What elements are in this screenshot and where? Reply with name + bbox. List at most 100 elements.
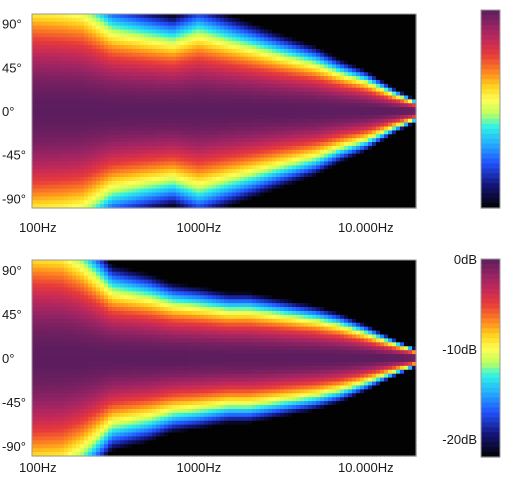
heatmap-cell [180, 169, 185, 174]
heatmap-cell [328, 87, 333, 93]
heatmap-cell [184, 68, 189, 73]
heatmap-cell [192, 87, 197, 93]
heatmap-cell [364, 145, 369, 151]
heatmap-cell [364, 99, 369, 104]
heatmap-cell [96, 83, 101, 89]
heatmap-cell [100, 111, 105, 116]
heatmap-cell [380, 118, 385, 124]
heatmap-cell [32, 72, 37, 77]
heatmap-cell [320, 188, 325, 194]
heatmap-cell [220, 103, 225, 108]
heatmap-cell [52, 161, 57, 166]
heatmap-cell [88, 95, 93, 100]
heatmap-cell [84, 161, 89, 166]
heatmap-cell [336, 41, 341, 46]
heatmap-cell [316, 99, 321, 104]
heatmap-cell [48, 68, 53, 73]
heatmap-cell [92, 68, 97, 73]
heatmap-cell [196, 91, 201, 97]
heatmap-cell [100, 149, 105, 155]
heatmap-cell [324, 91, 329, 97]
heatmap-cell [276, 72, 281, 77]
heatmap-cell [388, 60, 393, 66]
heatmap-cell [220, 165, 225, 170]
heatmap-cell [44, 180, 49, 186]
heatmap-cell [188, 126, 193, 131]
heatmap-cell [80, 95, 85, 100]
heatmap-cell [280, 87, 285, 93]
heatmap-cell [104, 114, 109, 120]
heatmap-cell [152, 107, 157, 112]
heatmap-cell [108, 111, 113, 116]
heatmap-cell [348, 103, 353, 108]
heatmap-cell [200, 180, 205, 186]
heatmap-cell [160, 25, 165, 31]
heatmap-cell [220, 87, 225, 93]
heatmap-cell [88, 130, 93, 135]
heatmap-cell [336, 95, 341, 100]
heatmap-cell [220, 176, 225, 182]
heatmap-cell [372, 14, 377, 19]
heatmap-cell [108, 184, 113, 190]
heatmap-cell [288, 64, 293, 69]
heatmap-cell [292, 176, 297, 182]
heatmap-cell [68, 180, 73, 186]
heatmap-cell [360, 111, 365, 116]
heatmap-cell [216, 48, 221, 54]
heatmap-cell [304, 130, 309, 135]
heatmap-cell [176, 184, 181, 190]
heatmap-cell [288, 142, 293, 147]
heatmap-cell [88, 107, 93, 112]
heatmap-cell [276, 29, 281, 34]
heatmap-cell [240, 41, 245, 46]
heatmap-cell [208, 145, 213, 151]
heatmap-cell [200, 165, 205, 170]
heatmap-cell [268, 184, 273, 190]
heatmap-cell [124, 122, 129, 128]
heatmap-cell [352, 130, 357, 135]
heatmap-cell [56, 204, 61, 209]
heatmap-cell [396, 142, 401, 147]
heatmap-cell [280, 72, 285, 77]
heatmap-cell [284, 99, 289, 104]
heatmap-cell [160, 157, 165, 163]
heatmap-cell [296, 138, 301, 143]
heatmap-cell [68, 161, 73, 166]
heatmap-cell [116, 103, 121, 108]
heatmap-cell [60, 126, 65, 131]
heatmap-cell [400, 142, 405, 147]
heatmap-cell [92, 48, 97, 54]
heatmap-cell [388, 169, 393, 174]
heatmap-cell [220, 142, 225, 147]
heatmap-cell [212, 107, 217, 112]
heatmap-cell [160, 48, 165, 54]
heatmap-cell [32, 14, 37, 19]
heatmap-cell [88, 103, 93, 108]
heatmap-cell [40, 389, 45, 394]
heatmap-cell [340, 145, 345, 151]
heatmap-cell [184, 91, 189, 97]
heatmap-cell [72, 176, 77, 182]
heatmap-cell [372, 138, 377, 143]
x-tick-label: 100Hz [19, 220, 57, 235]
heatmap-cell [172, 192, 177, 197]
heatmap-cell [32, 118, 37, 124]
heatmap-cell [344, 17, 349, 23]
heatmap-cell [220, 56, 225, 62]
heatmap-cell [304, 134, 309, 139]
heatmap-cell [224, 130, 229, 135]
heatmap-cell [120, 21, 125, 27]
heatmap-cell [156, 196, 161, 201]
heatmap-cell [232, 176, 237, 182]
heatmap-cell [108, 14, 113, 19]
heatmap-cell [92, 130, 97, 135]
heatmap-cell [144, 142, 149, 147]
heatmap-cell [156, 41, 161, 46]
heatmap-cell [308, 126, 313, 131]
heatmap-cell [32, 436, 37, 441]
heatmap-cell [392, 114, 397, 120]
heatmap-cell [120, 45, 125, 50]
heatmap-cell [352, 180, 357, 186]
heatmap-cell [96, 180, 101, 186]
heatmap-cell [172, 169, 177, 174]
